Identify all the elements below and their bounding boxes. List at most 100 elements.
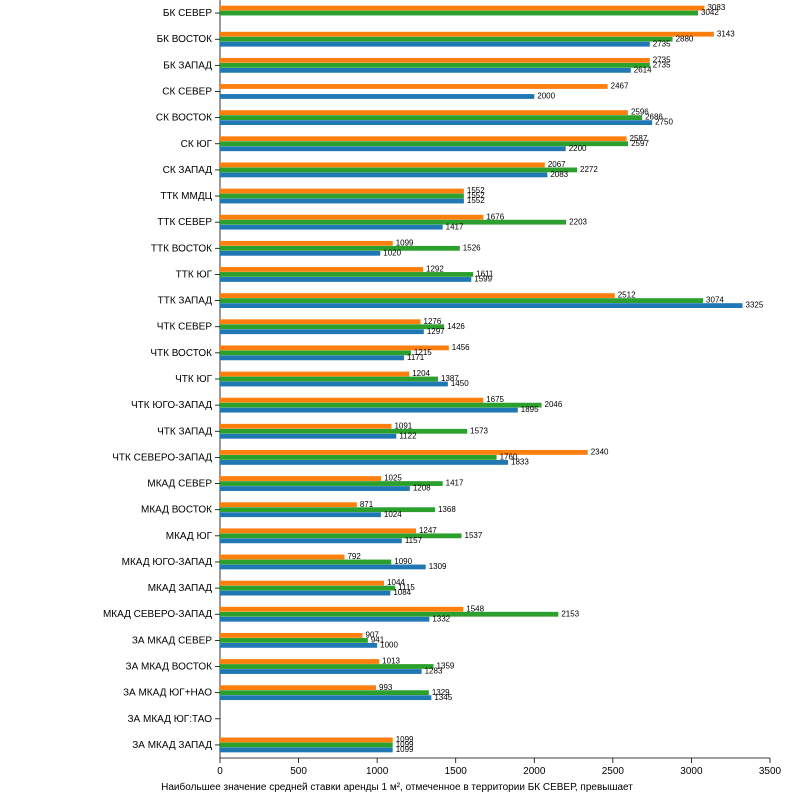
bar-value-label: 1573: [470, 426, 488, 435]
bar-value-label: 1084: [393, 588, 411, 597]
bar: [220, 32, 714, 37]
bar-value-label: 1417: [446, 222, 464, 231]
bar: [220, 476, 381, 481]
category-label: ТТК ЮГ: [176, 269, 213, 280]
category-label: ЗА МКАД СЕВЕР: [132, 635, 212, 646]
bar-value-label: 3143: [717, 29, 735, 38]
bar: [220, 146, 566, 151]
bar: [220, 669, 422, 674]
bar: [220, 748, 393, 753]
bar: [220, 246, 460, 251]
bar-value-label: 2467: [611, 82, 629, 91]
bar-value-label: 1000: [380, 640, 398, 649]
bar-value-label: 2203: [569, 217, 587, 226]
bar-value-label: 1283: [425, 667, 443, 676]
bar: [220, 424, 391, 429]
bar: [220, 408, 518, 413]
category-label: ЧТК СЕВЕРО-ЗАПАД: [112, 452, 212, 463]
bar: [220, 398, 483, 403]
bar: [220, 350, 411, 355]
bar-value-label: 2272: [580, 165, 598, 174]
bar-value-label: 1599: [474, 275, 492, 284]
category-label: ТТК СЕВЕР: [157, 217, 212, 228]
category-label: ЗА МКАД ЮГ:ТАО: [128, 714, 213, 725]
bar-value-label: 2200: [569, 144, 587, 153]
bar: [220, 581, 384, 586]
bar: [220, 355, 404, 360]
bar: [220, 189, 464, 194]
bar-value-label: 1157: [405, 536, 423, 545]
bar: [220, 664, 434, 669]
bar: [220, 591, 390, 596]
bar: [220, 512, 381, 517]
bar: [220, 377, 438, 382]
svg-text:1000: 1000: [366, 766, 389, 777]
bar-value-label: 3325: [746, 301, 764, 310]
bar: [220, 220, 566, 225]
bar: [220, 507, 435, 512]
bar-value-label: 1368: [438, 505, 456, 514]
bar: [220, 194, 464, 199]
bar-value-label: 2750: [655, 118, 673, 127]
bar-value-label: 1345: [434, 693, 452, 702]
bar: [220, 685, 376, 690]
bar: [220, 382, 448, 387]
bar-value-label: 1020: [383, 248, 401, 257]
bar: [220, 141, 628, 146]
bar: [220, 434, 396, 439]
svg-text:2500: 2500: [602, 766, 625, 777]
bar-value-label: 1122: [399, 431, 417, 440]
category-label: ТТК ВОСТОК: [151, 243, 212, 254]
bar-value-label: 2735: [653, 60, 671, 69]
bar-value-label: 2340: [591, 448, 609, 457]
category-label: ЧТК СЕВЕР: [157, 322, 213, 333]
bar-value-label: 2880: [676, 34, 694, 43]
bar-value-label: 2000: [537, 92, 555, 101]
bar: [220, 136, 627, 141]
bar: [220, 743, 393, 748]
bar: [220, 293, 615, 298]
bar: [220, 659, 379, 664]
bar-value-label: 1426: [447, 322, 465, 331]
bar-value-label: 1024: [384, 510, 402, 519]
category-label: МКАД ЮГО-ЗАПАД: [122, 557, 213, 568]
category-label: МКАД СЕВЕРО-ЗАПАД: [103, 609, 212, 620]
bar: [220, 272, 473, 277]
bar: [220, 324, 444, 329]
svg-text:1500: 1500: [445, 766, 468, 777]
category-label: СК ЗАПАД: [163, 165, 213, 176]
bar: [220, 277, 471, 282]
category-label: МКАД ЮГ: [166, 531, 213, 542]
bar: [220, 617, 429, 622]
bar-value-label: 1297: [427, 327, 445, 336]
bar: [220, 63, 650, 68]
bar: [220, 68, 631, 73]
bar: [220, 6, 704, 11]
grouped-hbar-chart: 0500100015002000250030003500БК СЕВЕР3083…: [0, 0, 794, 795]
bar: [220, 372, 409, 377]
bar-value-label: 1417: [446, 479, 464, 488]
bar: [220, 42, 650, 47]
bar: [220, 738, 393, 743]
category-label: ЗА МКАД ЗАПАД: [132, 740, 212, 751]
bar: [220, 225, 443, 230]
category-label: СК ВОСТОК: [156, 113, 212, 124]
chart-caption: Наибольшее значение средней ставки аренд…: [0, 782, 794, 793]
bar-value-label: 2735: [653, 39, 671, 48]
bar-value-label: 3042: [701, 8, 719, 17]
category-label: ЧТК ВОСТОК: [150, 348, 212, 359]
category-label: БК СЕВЕР: [163, 8, 212, 19]
bar-value-label: 1208: [413, 484, 431, 493]
bar: [220, 643, 377, 648]
bar-value-label: 2597: [631, 139, 649, 148]
bar: [220, 172, 547, 177]
bar: [220, 486, 410, 491]
category-label: ТТК ММДЦ: [160, 191, 212, 202]
bar-value-label: 1309: [429, 562, 447, 571]
bar: [220, 502, 357, 507]
bar: [220, 455, 497, 460]
svg-text:500: 500: [290, 766, 307, 777]
bar: [220, 565, 426, 570]
bar: [220, 37, 673, 42]
bar-value-label: 1099: [396, 745, 414, 754]
